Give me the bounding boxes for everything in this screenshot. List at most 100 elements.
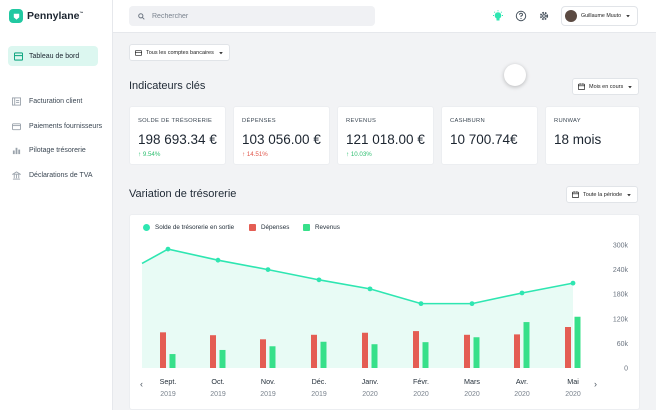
dashboard-icon (14, 51, 23, 61)
revenue-bar (320, 341, 327, 368)
kpi-delta: ↑ 14.51% (242, 151, 268, 158)
legend-label: Revenus (315, 224, 340, 231)
revenue-bar (574, 316, 581, 368)
revenue-bar (422, 342, 429, 368)
x-tick-month: Sept. (160, 377, 177, 386)
chart-period-label: Toute la période (583, 191, 623, 198)
calendar-icon (572, 191, 579, 198)
balance-point (570, 280, 576, 286)
x-tick-month: Oct. (211, 377, 224, 386)
kpi-value: 121 018.00 € (346, 132, 425, 147)
x-tick-year: 2020 (565, 391, 581, 398)
y-tick-label: 240k (613, 267, 629, 274)
y-tick-label: 180k (613, 292, 629, 299)
kpi-label: Dépenses (242, 118, 276, 124)
legend-item-expenses[interactable]: Dépenses (249, 224, 289, 231)
kpi-value: 103 056.00 € (242, 132, 321, 147)
search-input[interactable] (152, 12, 352, 20)
x-tick-year: 2020 (464, 391, 480, 398)
search-box[interactable] (129, 6, 375, 26)
balance-point (367, 286, 373, 292)
legend-item-balance[interactable]: Solde de trésorerie en sortie (143, 224, 234, 231)
kpi-delta: ↑ 10.03% (346, 151, 372, 158)
help-icon[interactable] (515, 10, 527, 22)
kpi-section-title: Indicateurs clés (129, 80, 206, 92)
sidebar-item-supplier-payments[interactable]: Paiements fournisseurs (12, 119, 102, 133)
logo[interactable]: Pennylane™ (9, 9, 84, 23)
kpi-label: Runway (554, 118, 581, 124)
sidebar-item-invoicing[interactable]: Facturation client (12, 94, 82, 108)
caret-down-icon (219, 51, 223, 54)
user-name: Guillaume Muuto (581, 13, 622, 19)
revenue-bar (269, 346, 276, 368)
bank-accounts-label: Tous les comptes bancaires (146, 49, 214, 56)
kpi-value: 18 mois (554, 132, 602, 147)
revenue-bar (219, 349, 226, 368)
cash-variation-chart: Solde de trésorerie en sortie Dépenses R… (129, 214, 640, 410)
kpi-period-select[interactable]: Mois en cours (572, 78, 640, 95)
legend-item-revenue[interactable]: Revenus (303, 224, 340, 231)
sidebar-item-label: Facturation client (29, 97, 83, 105)
x-tick-year: 2020 (514, 391, 530, 398)
legend-swatch (303, 224, 310, 231)
kpi-label: Cashburn (450, 118, 485, 124)
sidebar-item-label: Paiements fournisseurs (29, 122, 103, 130)
legend-swatch (249, 224, 256, 231)
gear-icon[interactable] (538, 10, 550, 22)
lightbulb-icon[interactable] (492, 10, 504, 22)
caret-down-icon (626, 15, 630, 18)
kpi-card-cash-balance[interactable]: Solde de trésorerie 198 693.34 € ↑ 9.54% (129, 106, 226, 165)
x-tick-month: Déc. (312, 377, 327, 386)
revenue-bar (523, 322, 530, 368)
balance-point (165, 246, 171, 252)
kpi-card-cashburn[interactable]: Cashburn 10 700.74€ (441, 106, 538, 165)
balance-point (418, 301, 424, 307)
expenses-bar (464, 334, 470, 368)
sidebar-item-label: Déclarations de TVA (29, 171, 93, 179)
calendar-icon (578, 83, 585, 90)
bank-accounts-select[interactable]: Tous les comptes bancaires (129, 44, 230, 61)
expenses-bar (514, 334, 520, 368)
kpi-value: 198 693.34 € (138, 132, 217, 147)
arrow-up-icon: ↑ (138, 151, 142, 158)
kpi-label: Revenus (346, 118, 377, 124)
x-tick-year: 2019 (160, 391, 176, 398)
x-tick-month: Avr. (516, 377, 528, 386)
expenses-bar (565, 327, 571, 368)
sidebar-item-vat-declarations[interactable]: Déclarations de TVA (12, 168, 93, 182)
floating-action-button[interactable] (504, 64, 526, 86)
kpi-value: 10 700.74€ (450, 132, 518, 147)
x-tick-year: 2019 (260, 391, 276, 398)
balance-point (469, 301, 475, 307)
expenses-bar (210, 335, 216, 368)
revenue-bar (371, 344, 378, 368)
y-tick-label: 60k (617, 341, 629, 348)
sidebar-item-cash-management[interactable]: Pilotage trésorerie (12, 143, 86, 157)
kpi-label: Solde de trésorerie (138, 118, 213, 124)
x-tick-year: 2020 (362, 391, 378, 398)
chevron-left-icon[interactable]: ‹ (140, 379, 143, 389)
kpi-card-runway[interactable]: Runway 18 mois (545, 106, 640, 165)
chevron-right-icon[interactable]: › (594, 379, 597, 389)
balance-point (519, 290, 525, 296)
sidebar-item-dashboard[interactable]: Tableau de bord (8, 46, 98, 66)
balance-point (215, 257, 221, 263)
x-tick-month: Févr. (413, 377, 429, 386)
card-icon (12, 122, 21, 130)
expenses-bar (311, 334, 317, 368)
arrow-up-icon: ↑ (242, 151, 246, 158)
kpi-card-expenses[interactable]: Dépenses 103 056.00 € ↑ 14.51% (233, 106, 330, 165)
x-tick-month: Mai (567, 377, 579, 386)
y-tick-label: 120k (613, 316, 629, 323)
user-menu[interactable]: Guillaume Muuto (561, 6, 638, 26)
chart-period-select[interactable]: Toute la période (566, 186, 639, 203)
kpi-card-revenue[interactable]: Revenus 121 018.00 € ↑ 10.03% (337, 106, 434, 165)
sidebar: Pennylane™ Tableau de bord Facturation c… (0, 0, 113, 410)
chart-section-title: Variation de trésorerie (129, 188, 237, 200)
legend-label: Solde de trésorerie en sortie (155, 224, 235, 231)
search-icon (138, 12, 145, 20)
expenses-bar (362, 332, 368, 368)
revenue-bar (473, 337, 480, 368)
kpi-period-label: Mois en cours (589, 83, 624, 90)
bars-chart-icon (12, 147, 21, 154)
